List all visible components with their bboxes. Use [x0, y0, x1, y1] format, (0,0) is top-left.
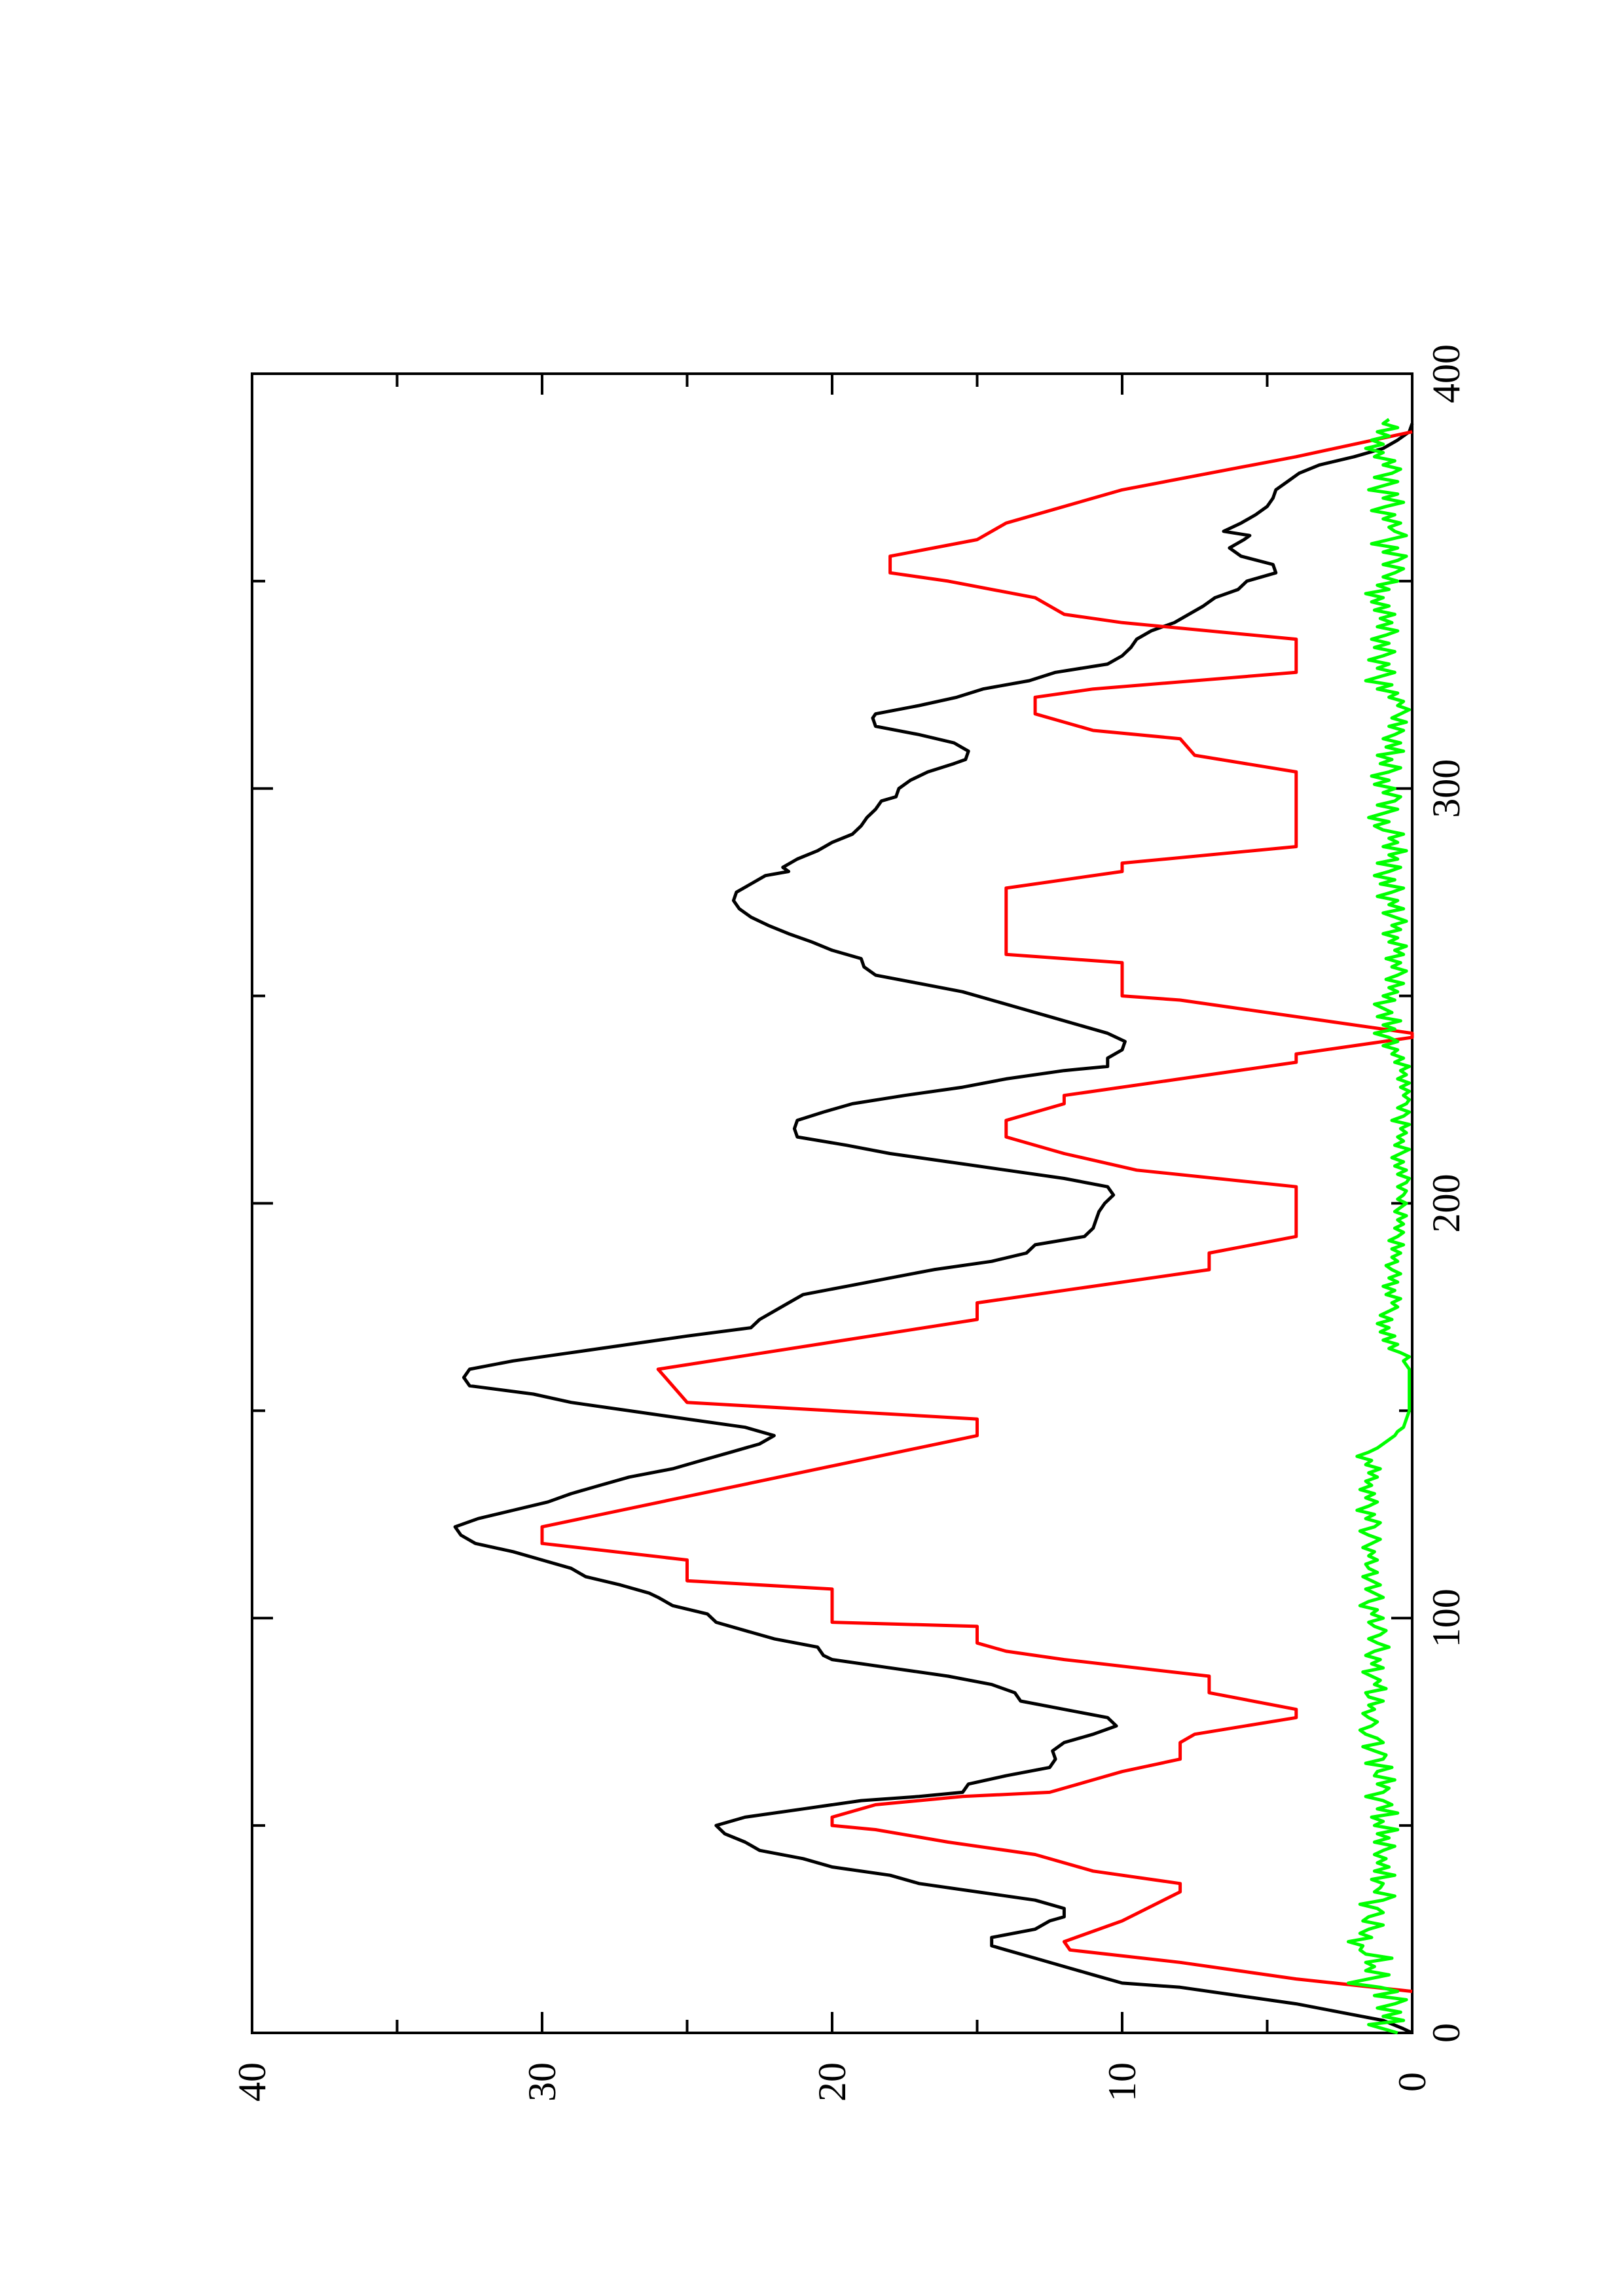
y-tick-label: 0 — [1391, 2072, 1434, 2092]
axis-ticks — [251, 372, 1413, 2034]
series-line-3 — [1347, 418, 1412, 2035]
x-tick-label: 200 — [1425, 1174, 1468, 1233]
series-line-2 — [540, 430, 1414, 1994]
series-line-1 — [453, 423, 1414, 2035]
x-tick-label: 100 — [1425, 1588, 1468, 1647]
y-tick-label: 40 — [230, 2062, 274, 2102]
y-tick-label: 20 — [811, 2062, 854, 2102]
x-tick-label: 0 — [1425, 2023, 1468, 2043]
x-tick-label: 400 — [1425, 344, 1468, 403]
plot-frame — [251, 372, 1413, 2034]
series-lines — [453, 418, 1414, 2035]
x-tick-label: 300 — [1425, 759, 1468, 818]
y-tick-label: 30 — [520, 2062, 564, 2102]
y-tick-label: 10 — [1101, 2062, 1144, 2102]
tick-labels: 0 100 200 300 400 0 10 20 30 40 — [230, 344, 1468, 2102]
